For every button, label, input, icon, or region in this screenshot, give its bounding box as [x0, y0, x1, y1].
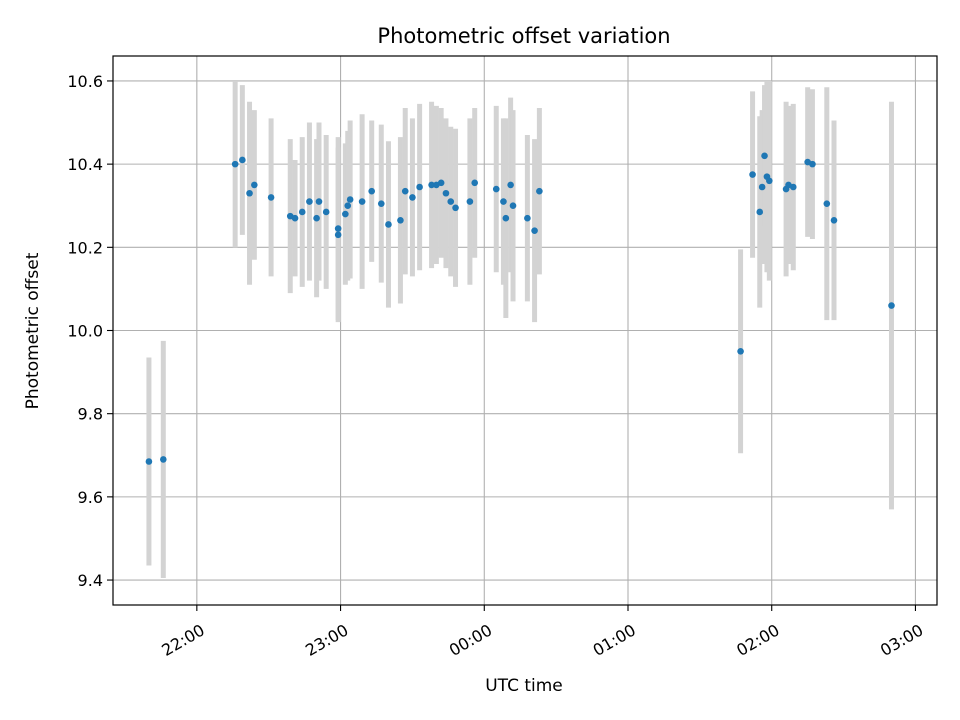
- data-point: [368, 187, 375, 195]
- data-point: [447, 198, 455, 205]
- data-point: [466, 198, 474, 205]
- y-axis-label: Photometric offset: [23, 252, 43, 409]
- data-point: [409, 194, 416, 201]
- y-tick-label: 9.8: [78, 405, 103, 424]
- data-point: [267, 194, 275, 201]
- y-tick-label: 9.4: [78, 571, 103, 590]
- data-point: [246, 189, 253, 197]
- data-point: [758, 183, 766, 191]
- chart-title: Photometric offset variation: [377, 24, 670, 48]
- y-tick-label: 10.4: [67, 155, 103, 174]
- data-point: [524, 214, 531, 222]
- data-point: [377, 200, 385, 207]
- data-point: [442, 189, 450, 197]
- data-point: [536, 187, 543, 195]
- data-point: [385, 221, 392, 228]
- data-point: [502, 214, 510, 222]
- data-points: [145, 152, 895, 465]
- data-point: [231, 160, 239, 168]
- data-point: [251, 181, 258, 189]
- data-point: [313, 214, 320, 222]
- data-point: [471, 179, 478, 187]
- data-point: [809, 160, 816, 168]
- data-point: [428, 181, 435, 189]
- data-point: [416, 183, 423, 191]
- data-point: [888, 302, 895, 309]
- data-point: [766, 177, 773, 185]
- y-tick-label: 9.6: [78, 488, 103, 507]
- data-point: [761, 152, 768, 160]
- data-point: [507, 181, 514, 189]
- data-point: [437, 179, 445, 187]
- data-point: [291, 214, 299, 222]
- data-point: [358, 198, 366, 205]
- data-point: [342, 210, 349, 218]
- data-point: [322, 208, 330, 216]
- data-point: [500, 198, 507, 205]
- y-tick-label: 10.0: [67, 322, 103, 341]
- data-point: [823, 200, 831, 207]
- x-axis-label: UTC time: [485, 676, 563, 696]
- y-tick-label: 10.6: [67, 72, 103, 91]
- data-point: [315, 198, 323, 205]
- y-tick-label: 10.2: [67, 238, 103, 257]
- data-point: [306, 198, 313, 205]
- data-point: [160, 456, 167, 463]
- data-point: [492, 185, 500, 193]
- data-point: [830, 216, 838, 224]
- data-point: [239, 156, 246, 164]
- data-point: [789, 183, 797, 191]
- data-point: [737, 347, 744, 355]
- data-point: [509, 202, 517, 210]
- data-point: [531, 227, 538, 234]
- data-point: [344, 202, 352, 210]
- data-point: [334, 231, 342, 239]
- data-point: [401, 187, 409, 195]
- data-point: [334, 225, 342, 232]
- data-point: [749, 171, 756, 178]
- data-point: [346, 196, 354, 203]
- data-point: [145, 458, 153, 465]
- y-axis-ticks: 9.4 9.6 9.8 10.0 10.2 10.4 10.6: [67, 72, 113, 590]
- data-point: [397, 216, 404, 224]
- data-point: [756, 208, 764, 216]
- data-point: [298, 208, 306, 216]
- data-point: [452, 204, 459, 212]
